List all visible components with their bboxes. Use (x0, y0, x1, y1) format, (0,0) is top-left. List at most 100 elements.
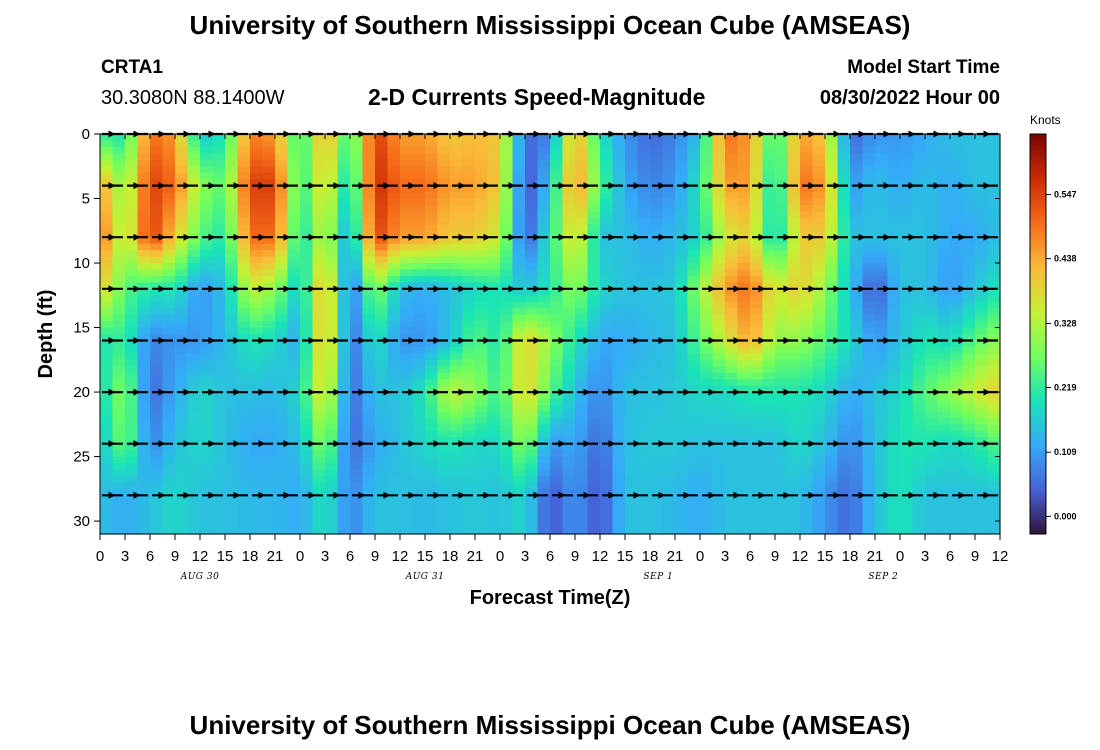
heatmap-cell (525, 392, 539, 400)
current-vector-arrowhead (108, 285, 116, 293)
heatmap-cell (137, 340, 151, 348)
heatmap-cell (625, 166, 639, 174)
heatmap-cell (637, 217, 651, 225)
heatmap-cell (650, 430, 664, 438)
heatmap-cell (312, 443, 326, 451)
heatmap-cell (587, 308, 601, 316)
heatmap-cell (612, 204, 626, 213)
heatmap-cell (350, 398, 364, 406)
heatmap-cell (775, 527, 789, 535)
heatmap-cell (812, 172, 826, 180)
heatmap-cell (400, 521, 414, 529)
heatmap-cell (275, 379, 289, 387)
heatmap-cell (550, 346, 564, 354)
heatmap-cell (375, 243, 389, 251)
heatmap-cell (962, 153, 976, 161)
current-vector-arrowhead (908, 336, 916, 344)
current-vector-arrowhead (308, 233, 316, 241)
heatmap-cell (812, 521, 826, 529)
heatmap-cell (687, 346, 701, 354)
heatmap-cell (600, 179, 614, 187)
heatmap-cell (150, 288, 164, 296)
heatmap-cell (462, 275, 476, 283)
heatmap-cell (837, 217, 851, 225)
heatmap-cell (787, 379, 801, 387)
heatmap-cell (237, 346, 251, 354)
heatmap-cell (912, 456, 926, 464)
heatmap-cell (737, 314, 751, 322)
heatmap-cell (437, 359, 451, 367)
heatmap-cell (162, 366, 176, 374)
heatmap-cell (700, 508, 714, 516)
heatmap-cell (787, 417, 801, 425)
heatmap-cell (637, 495, 651, 503)
heatmap-cell (812, 359, 826, 367)
heatmap-cell (337, 353, 351, 361)
heatmap-cell (737, 140, 751, 148)
heatmap-cell (437, 237, 451, 245)
heatmap-cell (712, 243, 726, 251)
heatmap-cell (887, 159, 901, 167)
heatmap-cell (962, 159, 976, 167)
heatmap-cell (712, 475, 726, 483)
heatmap-cell (950, 495, 964, 503)
heatmap-cell (975, 372, 989, 380)
heatmap-cell (900, 159, 914, 167)
heatmap-cell (787, 340, 801, 348)
heatmap-cell (600, 501, 614, 509)
heatmap-cell (375, 301, 389, 309)
heatmap-cell (462, 385, 476, 393)
heatmap-cell (262, 237, 276, 245)
current-vector-arrowhead (558, 233, 566, 241)
heatmap-cell (287, 237, 301, 245)
heatmap-cell (275, 456, 289, 464)
heatmap-cell (875, 321, 889, 329)
heatmap-cell (787, 275, 801, 283)
heatmap-cell (962, 185, 976, 193)
heatmap-cell (637, 398, 651, 406)
heatmap-cell (375, 521, 389, 529)
heatmap-cell (950, 488, 964, 496)
heatmap-cell (775, 385, 789, 393)
heatmap-cell (450, 269, 464, 277)
current-vector-arrowhead (858, 182, 866, 190)
heatmap-cell (675, 237, 689, 245)
heatmap-cell (525, 263, 539, 271)
heatmap-cell (637, 527, 651, 535)
heatmap-cell (762, 469, 776, 477)
heatmap-cell (837, 456, 851, 464)
heatmap-cell (500, 385, 514, 393)
heatmap-cell (700, 495, 714, 503)
heatmap-cell (575, 153, 589, 161)
heatmap-cell (912, 469, 926, 477)
heatmap-cell (800, 508, 814, 516)
heatmap-cell (237, 385, 251, 393)
heatmap-cell (137, 192, 151, 200)
heatmap-cell (312, 450, 326, 458)
heatmap-cell (875, 514, 889, 522)
heatmap-cell (862, 198, 876, 206)
heatmap-cell (775, 392, 789, 400)
heatmap-cell (437, 475, 451, 483)
heatmap-cell (250, 508, 264, 516)
heatmap-cell (775, 353, 789, 361)
current-vector-arrowhead (158, 440, 166, 448)
heatmap-cell (300, 463, 314, 471)
heatmap-cell (525, 211, 539, 219)
heatmap-cell (837, 172, 851, 180)
heatmap-cell (512, 224, 526, 232)
heatmap-cell (575, 192, 589, 200)
heatmap-cell (112, 346, 126, 354)
heatmap-cell (987, 501, 1001, 509)
heatmap-cell (837, 366, 851, 374)
heatmap-cell (450, 430, 464, 438)
heatmap-cell (775, 211, 789, 219)
heatmap-cell (750, 450, 764, 458)
heatmap-cell (287, 437, 301, 445)
heatmap-cell (700, 146, 714, 154)
heatmap-cell (500, 250, 514, 258)
heatmap-cell (525, 288, 539, 296)
heatmap-cell (775, 314, 789, 322)
heatmap-cell (837, 340, 851, 348)
heatmap-cell (825, 146, 839, 154)
